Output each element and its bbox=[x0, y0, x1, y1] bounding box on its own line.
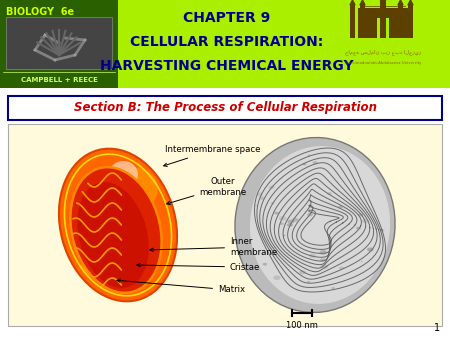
Ellipse shape bbox=[287, 223, 293, 227]
Ellipse shape bbox=[274, 212, 279, 215]
Text: Intermembrane space: Intermembrane space bbox=[164, 145, 261, 166]
Text: CAMPBELL + REECE: CAMPBELL + REECE bbox=[21, 77, 98, 83]
Bar bbox=[380, 0, 386, 38]
Bar bbox=[0, 0, 450, 88]
Ellipse shape bbox=[307, 213, 313, 216]
Ellipse shape bbox=[108, 167, 158, 213]
Ellipse shape bbox=[283, 235, 286, 236]
Text: جامعة سلمان بن عبد العزيز: جامعة سلمان بن عبد العزيز bbox=[345, 49, 421, 55]
Text: BIOLOGY  6e: BIOLOGY 6e bbox=[6, 7, 74, 17]
Text: Cristae: Cristae bbox=[137, 263, 261, 271]
Ellipse shape bbox=[288, 220, 294, 224]
Ellipse shape bbox=[320, 264, 328, 269]
Ellipse shape bbox=[327, 192, 332, 195]
Ellipse shape bbox=[299, 270, 306, 274]
Ellipse shape bbox=[279, 216, 287, 221]
Text: CELLULAR RESPIRATION:: CELLULAR RESPIRATION: bbox=[130, 35, 324, 49]
Ellipse shape bbox=[361, 261, 363, 262]
Ellipse shape bbox=[235, 138, 395, 312]
Ellipse shape bbox=[256, 192, 263, 196]
Polygon shape bbox=[398, 0, 403, 5]
Ellipse shape bbox=[250, 146, 390, 304]
Polygon shape bbox=[360, 0, 365, 5]
Text: 1: 1 bbox=[434, 323, 440, 333]
Bar bbox=[360, 5, 365, 38]
Ellipse shape bbox=[271, 202, 275, 204]
Text: 100 nm: 100 nm bbox=[286, 321, 318, 330]
FancyBboxPatch shape bbox=[8, 96, 442, 120]
Text: CHAPTER 9: CHAPTER 9 bbox=[184, 11, 270, 25]
Ellipse shape bbox=[367, 247, 374, 251]
Ellipse shape bbox=[263, 263, 267, 266]
Ellipse shape bbox=[338, 206, 343, 208]
Text: Inner
membrane: Inner membrane bbox=[150, 237, 277, 257]
Polygon shape bbox=[408, 0, 413, 5]
Ellipse shape bbox=[273, 246, 275, 248]
Ellipse shape bbox=[308, 154, 310, 156]
Text: Matrix: Matrix bbox=[117, 279, 245, 294]
Ellipse shape bbox=[331, 287, 335, 289]
Bar bbox=[0, 88, 450, 98]
Ellipse shape bbox=[358, 213, 364, 217]
Polygon shape bbox=[350, 0, 355, 5]
Ellipse shape bbox=[320, 250, 327, 255]
Ellipse shape bbox=[313, 161, 318, 164]
Bar bbox=[0, 0, 118, 88]
FancyBboxPatch shape bbox=[8, 124, 442, 326]
Bar bbox=[358, 8, 408, 38]
Text: Qassimadoulabt-Abdulazeez University: Qassimadoulabt-Abdulazeez University bbox=[345, 61, 421, 65]
Ellipse shape bbox=[320, 258, 326, 262]
Bar bbox=[350, 5, 355, 38]
Ellipse shape bbox=[380, 229, 385, 232]
Ellipse shape bbox=[292, 218, 298, 222]
Ellipse shape bbox=[307, 281, 310, 283]
Ellipse shape bbox=[70, 167, 162, 293]
Ellipse shape bbox=[259, 197, 265, 200]
Ellipse shape bbox=[59, 149, 177, 301]
Text: HARVESTING CHEMICAL ENERGY: HARVESTING CHEMICAL ENERGY bbox=[100, 59, 354, 73]
Ellipse shape bbox=[279, 222, 284, 225]
Ellipse shape bbox=[303, 163, 306, 165]
Ellipse shape bbox=[255, 205, 257, 206]
Ellipse shape bbox=[77, 182, 148, 288]
Bar bbox=[408, 5, 413, 38]
Ellipse shape bbox=[108, 161, 138, 189]
Text: Outer
membrane: Outer membrane bbox=[166, 177, 247, 204]
Ellipse shape bbox=[362, 219, 369, 223]
Ellipse shape bbox=[269, 186, 274, 189]
Ellipse shape bbox=[356, 227, 361, 230]
Ellipse shape bbox=[339, 266, 344, 270]
Ellipse shape bbox=[273, 275, 281, 280]
Bar bbox=[6, 17, 112, 69]
Bar bbox=[398, 5, 403, 38]
Bar bbox=[377, 18, 389, 38]
Ellipse shape bbox=[309, 254, 316, 258]
Text: Section B: The Process of Cellular Respiration: Section B: The Process of Cellular Respi… bbox=[73, 101, 377, 115]
